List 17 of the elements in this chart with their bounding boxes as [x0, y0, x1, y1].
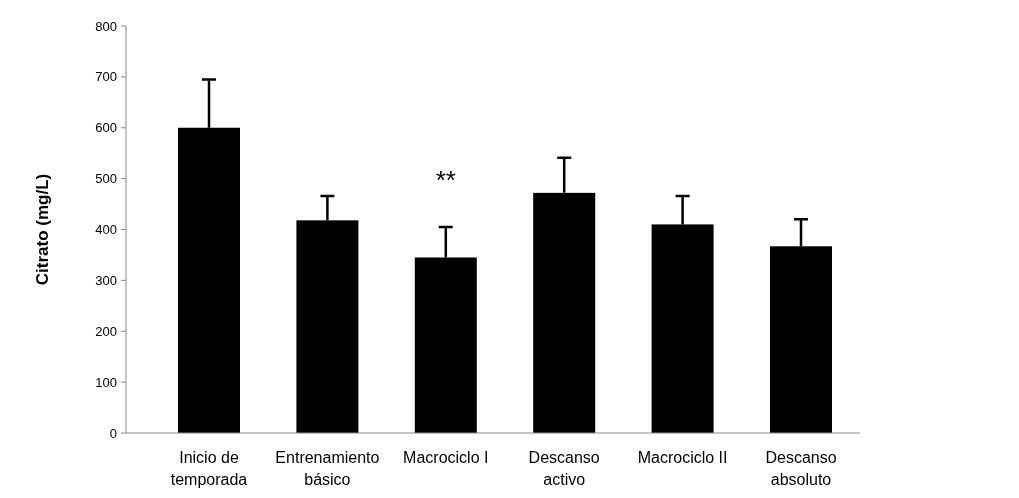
x-tick-label: Descanso activo [528, 449, 600, 488]
y-tick-label: 500 [95, 171, 117, 187]
y-tick-label: 800 [95, 18, 117, 34]
annotation: ** [435, 165, 456, 196]
y-tick-label: 300 [95, 272, 117, 288]
y-tick-label: 200 [95, 323, 117, 339]
x-tick-label: Descanso absoluto [765, 449, 837, 488]
x-tick-label: Macrociclo I [403, 449, 489, 466]
y-tick-label: 600 [95, 120, 117, 136]
x-tick-label: Inicio de temporada [170, 449, 248, 488]
y-tick-label: 400 [95, 222, 117, 238]
y-axis-title: Citrato (mg/L) [33, 173, 52, 286]
y-tick-label: 700 [95, 69, 117, 85]
y-tick-label: 100 [95, 374, 117, 390]
x-tick-label: Entrenamiento básico [275, 449, 380, 488]
x-tick-label: Macrociclo II [637, 449, 728, 466]
y-tick-label: 0 [109, 425, 117, 441]
